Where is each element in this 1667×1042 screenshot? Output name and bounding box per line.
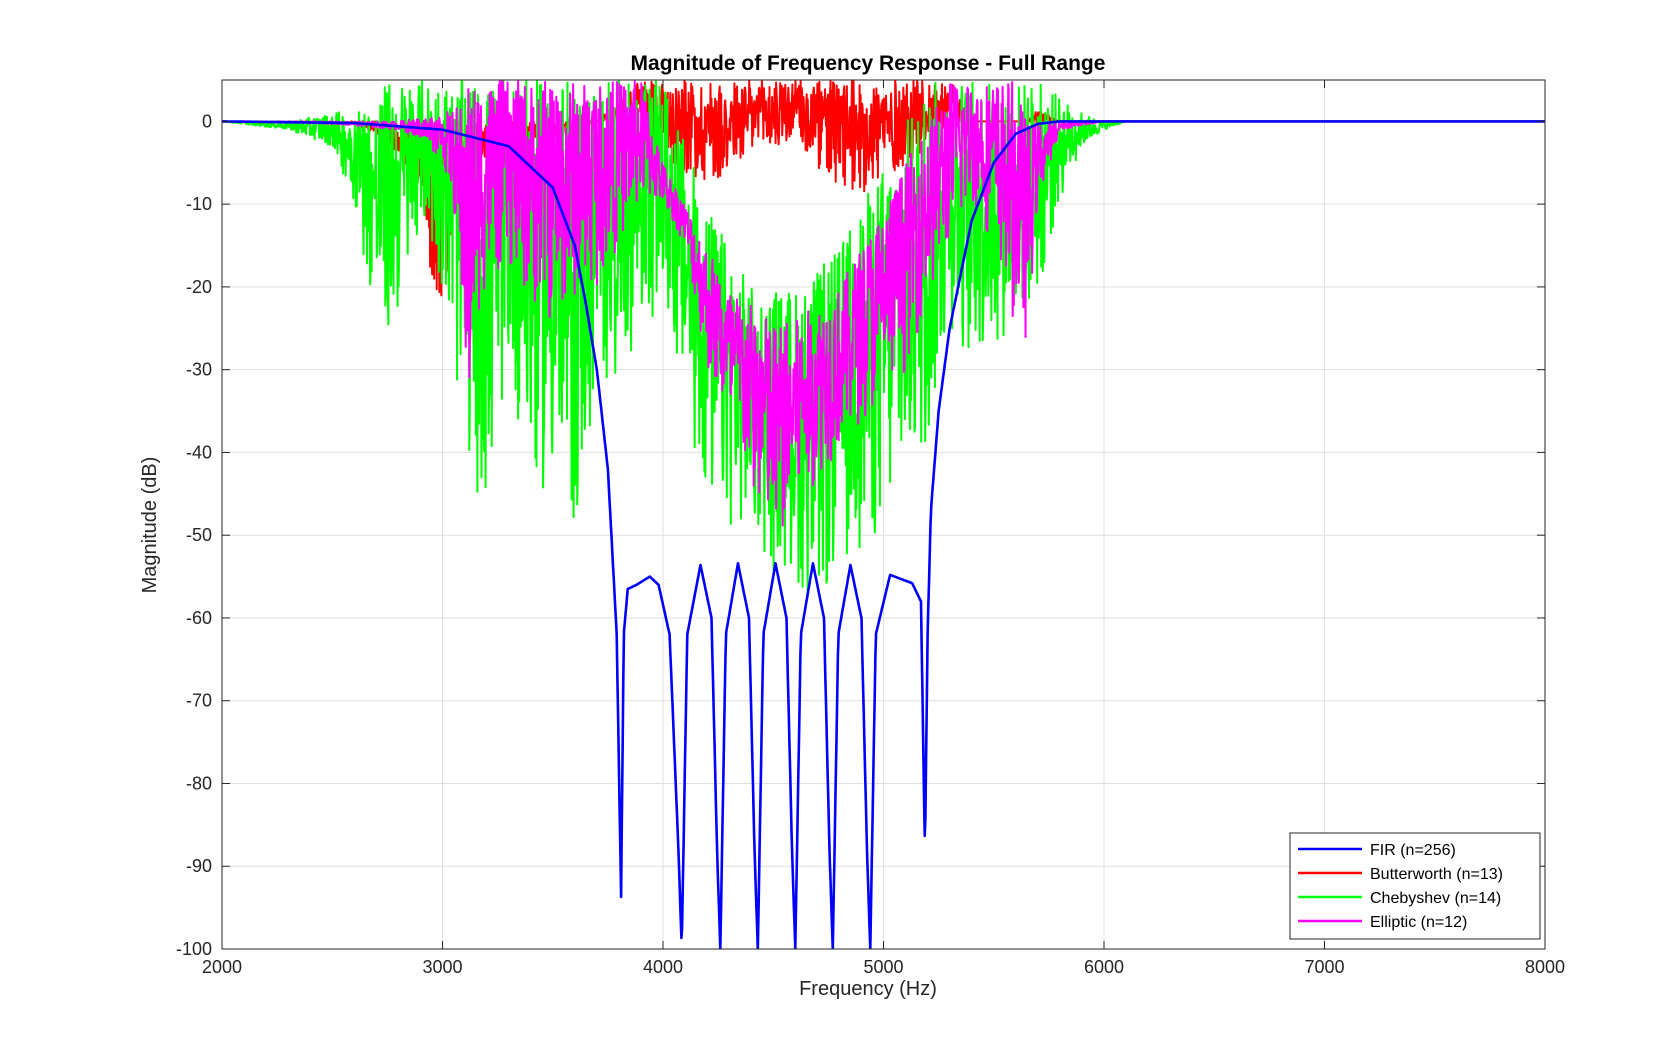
x-tick-label: 2000 [202,957,242,977]
y-tick-label: -30 [186,360,212,380]
y-tick-label: -90 [186,856,212,876]
y-tick-label: 0 [202,111,212,131]
x-tick-label: 8000 [1525,957,1565,977]
x-tick-label: 5000 [863,957,903,977]
series-line-1 [222,120,1545,949]
x-tick-label: 4000 [643,957,683,977]
y-tick-label: -20 [186,277,212,297]
x-tick-label: 3000 [422,957,462,977]
x-tick-label: 7000 [1304,957,1344,977]
legend-label-1: FIR (n=256) [1370,842,1456,859]
legend: FIR (n=256) Butterworth (n=13) Chebyshev (… [1289,832,1541,940]
y-tick-label: -10 [186,194,212,214]
y-tick-label: -80 [186,773,212,793]
tick-layer: 2000 3000 4000 5000 6000 7000 8000 0 -10 -20 -30 -4… [176,80,1565,977]
legend-label-4: Elliptic (n=12) [1370,914,1467,931]
series-layer [222,80,1545,949]
chart-title: Magnitude of Frequency Response - Full R… [631,52,1106,75]
x-tick-label: 6000 [1084,957,1124,977]
x-axis-label: Frequency (Hz) [799,978,937,1000]
legend-label-3: Chebyshev (n=14) [1370,890,1501,907]
y-tick-label: -100 [176,939,212,959]
y-tick-label: -60 [186,608,212,628]
y-tick-label: -50 [186,525,212,545]
legend-label-2: Butterworth (n=13) [1370,866,1503,883]
y-axis-label: Magnitude (dB) [139,457,161,594]
y-tick-label: -40 [186,442,212,462]
y-tick-label: -70 [186,691,212,711]
